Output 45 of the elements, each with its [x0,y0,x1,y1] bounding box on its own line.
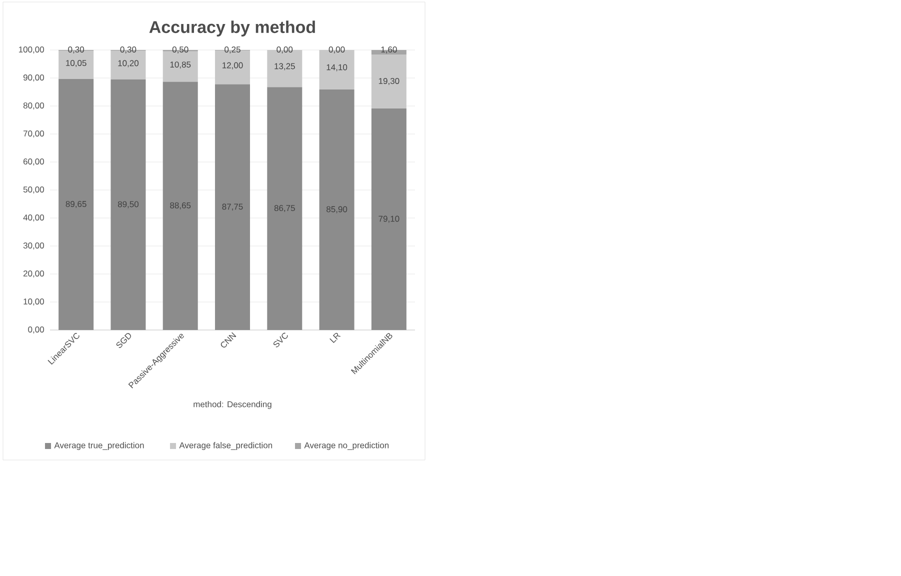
y-tick-label: 100,00 [18,46,44,54]
y-tick-label: 90,00 [23,74,44,82]
data-label: 0,30 [68,46,84,54]
data-label: 19,30 [378,78,400,85]
bar [162,82,198,330]
data-label: 0,00 [276,46,293,54]
data-label: 0,50 [172,46,188,54]
y-tick-label: 20,00 [23,270,44,278]
data-label: 14,10 [326,64,348,72]
data-label: 85,90 [326,206,348,214]
data-label: 12,00 [222,62,243,70]
y-tick-label: 10,00 [24,298,44,306]
bar [371,54,406,109]
data-label: 88,65 [170,202,191,210]
data-label: 87,75 [222,204,243,211]
y-tick-label: 60,00 [24,158,44,166]
bar [215,84,250,330]
chart-title: Accuracy by method [149,20,315,36]
bar [110,79,146,330]
data-label: 10,85 [170,62,191,69]
bar [319,89,354,330]
data-label: 79,10 [378,216,400,223]
y-tick-label: 0,00 [28,326,44,334]
bar [267,87,302,330]
legend-label: Average true_prediction [54,442,144,450]
y-tick-label: 40,00 [23,214,44,222]
x-tick-label: LR [330,332,341,344]
data-label: 10,05 [66,60,86,68]
data-label: 13,25 [274,63,295,70]
legend-label: Average false_prediction [179,442,272,450]
data-label: 0,30 [120,46,136,54]
data-label: 86,75 [274,205,295,212]
y-tick-label: 50,00 [23,186,44,194]
data-label: 89,65 [66,200,86,208]
y-tick-label: 70,00 [24,130,44,138]
bar [371,108,406,330]
legend-label: Average no_prediction [304,442,389,450]
x-axis-title: method: Descending [194,401,272,409]
y-tick-label: 30,00 [23,242,44,250]
data-label: 0,00 [328,46,345,54]
data-label: 0,25 [224,46,240,54]
bar [58,78,94,330]
y-tick-label: 80,00 [23,102,44,110]
data-label: 10,20 [118,60,139,68]
data-label: 89,50 [118,201,139,208]
